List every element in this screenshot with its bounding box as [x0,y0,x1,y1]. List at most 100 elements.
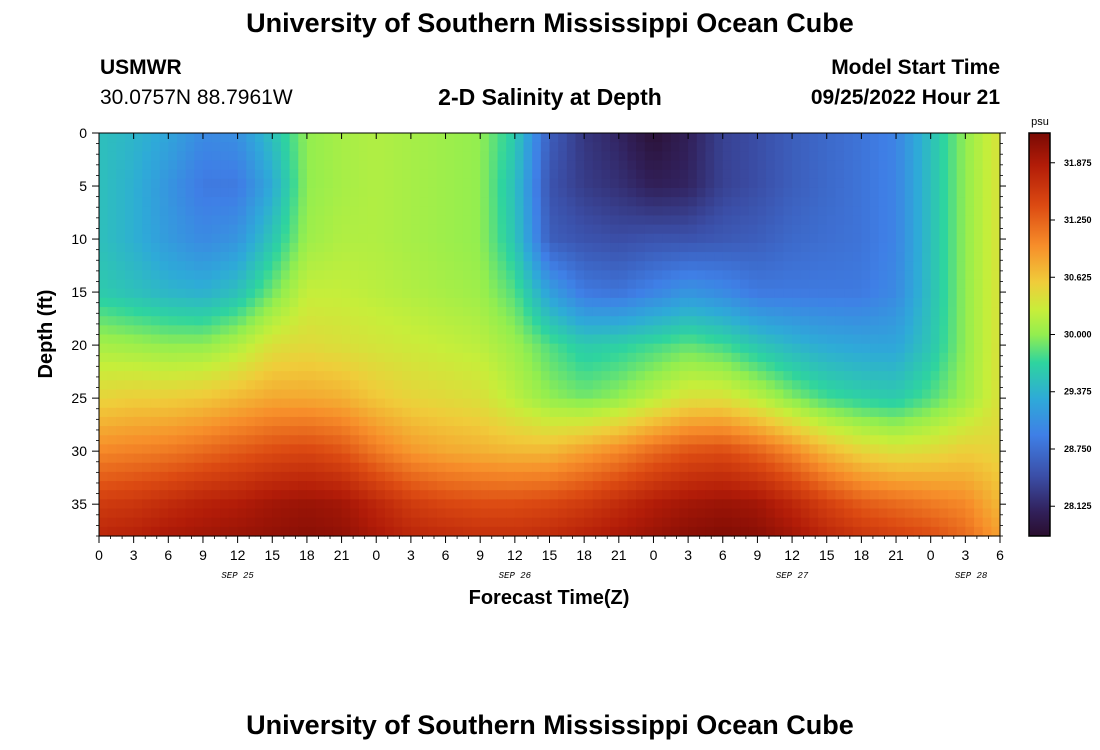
heatmap-cell [454,490,464,500]
heatmap-cell [419,416,429,427]
heatmap-cell [714,242,724,253]
heatmap-cell [982,398,992,409]
heatmap-cell [142,297,152,308]
heatmap-cell [506,352,516,363]
heatmap-cell [636,242,646,253]
heatmap-cell [566,371,577,381]
heatmap-cell [558,224,568,235]
heatmap-cell [731,508,741,519]
heatmap-cell [532,426,542,436]
heatmap-cell [133,242,143,253]
heatmap-cell [887,481,897,491]
heatmap-cell [930,325,940,336]
heatmap-cell [540,471,551,482]
heatmap-cell [852,499,862,510]
heatmap-cell [367,508,377,519]
heatmap-cell [800,169,810,180]
heatmap-cell [618,517,629,528]
heatmap-cell [558,481,568,491]
heatmap-cell [332,416,343,427]
heatmap-cell [722,325,733,336]
heatmap-cell [488,224,499,235]
heatmap-cell [636,343,646,354]
heatmap-cell [722,361,733,372]
heatmap-cell [835,407,845,418]
heatmap-cell [714,517,724,528]
heatmap-cell [428,316,438,326]
heatmap-cell [228,261,239,271]
heatmap-cell [956,398,966,409]
heatmap-cell [670,206,681,217]
heatmap-cell [107,316,117,326]
heatmap-cell [246,169,256,180]
heatmap-cell [263,343,273,354]
heatmap-cell [740,462,750,473]
heatmap-cell [974,343,984,354]
heatmap-cell [575,151,585,162]
heatmap-cell [402,288,412,299]
heatmap-cell [376,178,386,189]
heatmap-cell [584,471,594,482]
heatmap-cell [584,444,594,455]
heatmap-cell [289,517,299,528]
heatmap-cell [575,499,585,510]
heatmap-cell [904,187,914,198]
heatmap-cell [376,288,386,299]
heatmap-cell [705,371,715,381]
heatmap-cell [254,453,265,464]
heatmap-cell [220,499,230,510]
heatmap-cell [835,508,845,519]
heatmap-cell [116,435,126,446]
heatmap-cell [896,334,906,345]
heatmap-cell [289,233,299,244]
heatmap-cell [896,416,906,427]
heatmap-cell [315,178,325,189]
heatmap-cell [367,371,377,381]
heatmap-cell [436,352,447,363]
heatmap-cell [644,352,655,363]
heatmap-cell [211,206,221,217]
heatmap-cell [930,160,940,171]
heatmap-cell [818,453,828,464]
heatmap-cell [289,508,299,519]
heatmap-cell [922,380,932,391]
heatmap-cell [315,316,325,326]
heatmap-cell [670,233,681,244]
heatmap-cell [358,197,369,207]
heatmap-cell [488,215,499,226]
heatmap-cell [818,261,828,271]
heatmap-cell [991,416,1001,427]
heatmap-cell [220,517,230,528]
heatmap-cell [922,481,932,491]
heatmap-cell [306,142,317,152]
heatmap-cell [826,380,836,391]
heatmap-cell [835,444,845,455]
heatmap-cell [688,325,698,336]
heatmap-cell [627,334,637,345]
heatmap-cell [696,133,707,143]
heatmap-cell [991,526,1001,537]
heatmap-cell [99,471,109,482]
heatmap-cell [324,471,334,482]
heatmap-cell [662,261,672,271]
heatmap-cell [922,499,932,510]
heatmap-cell [644,526,655,537]
heatmap-cell [922,334,932,345]
heatmap-cell [124,242,135,253]
heatmap-cell [679,197,689,207]
heatmap-cell [298,187,308,198]
heatmap-cell [696,508,707,519]
heatmap-cell [263,197,273,207]
heatmap-cell [454,178,464,189]
heatmap-cell [220,334,230,345]
x-tick-label: 12 [784,547,800,563]
heatmap-cell [826,142,836,152]
heatmap-cell [740,233,750,244]
heatmap-cell [662,334,672,345]
heatmap-cell [376,187,386,198]
heatmap-cell [289,316,299,326]
heatmap-cell [280,215,291,226]
heatmap-cell [445,526,455,537]
heatmap-cell [376,361,386,372]
heatmap-cell [887,444,897,455]
